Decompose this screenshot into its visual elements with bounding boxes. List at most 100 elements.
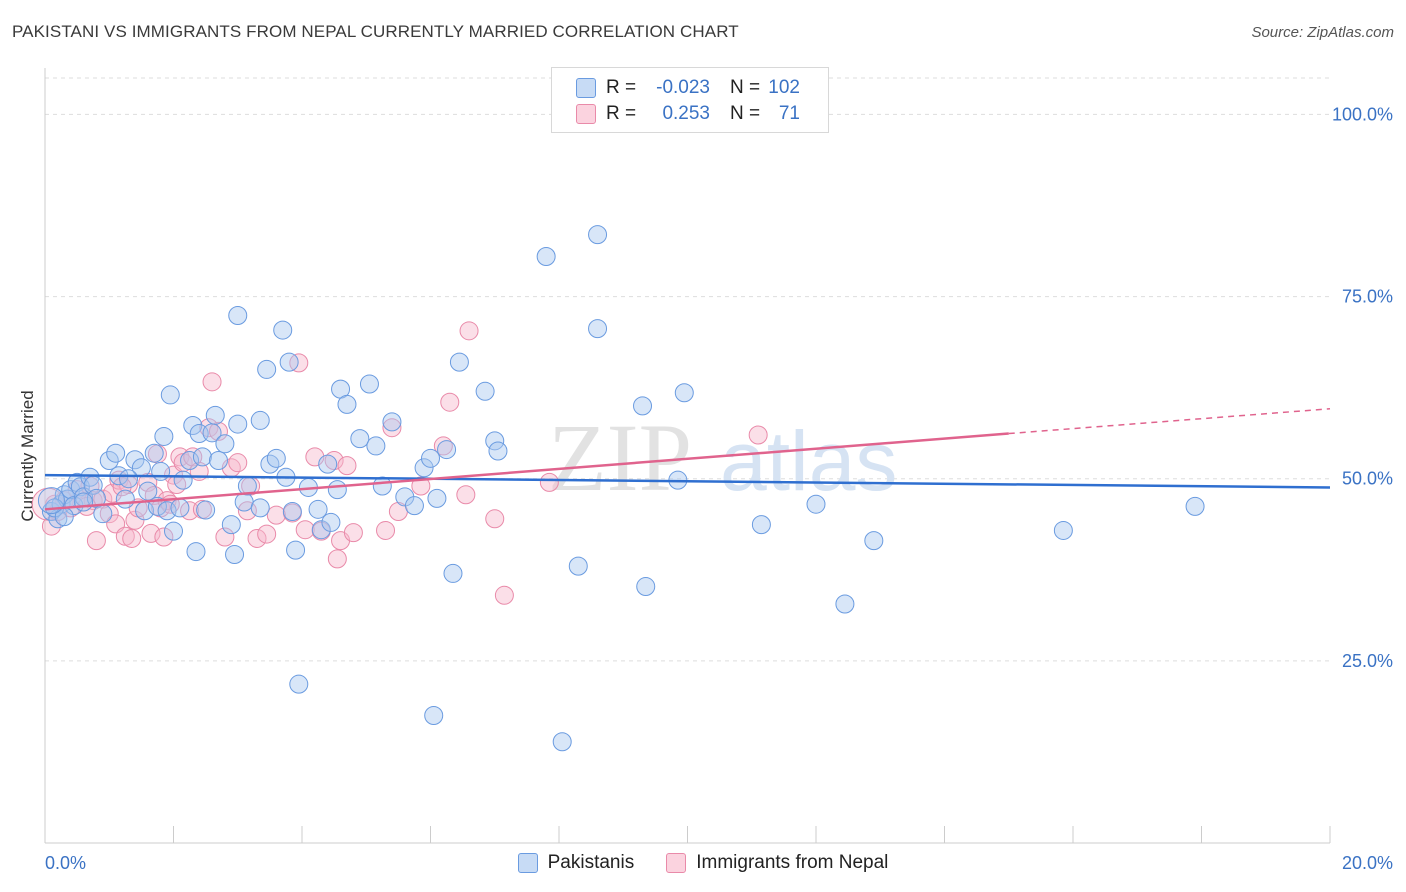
nepal-points <box>31 321 768 605</box>
data-point-nepal <box>289 353 309 373</box>
x-tick-label: 0.0% <box>45 853 86 873</box>
data-point-pakistani <box>192 447 212 467</box>
data-point-nepal <box>539 472 559 492</box>
data-point-pakistani <box>196 500 216 520</box>
data-point-pakistani <box>475 381 495 401</box>
y-tick-label: 25.0% <box>1342 651 1393 671</box>
data-point-pakistani <box>633 396 653 416</box>
trend-lines <box>44 408 1331 511</box>
data-point-pakistani <box>151 461 171 481</box>
data-point-pakistani <box>382 412 402 432</box>
data-point-pakistani <box>144 443 164 463</box>
data-point-nepal <box>199 418 219 438</box>
data-point-pakistani <box>308 499 328 519</box>
data-point-pakistani <box>160 385 180 405</box>
legend-n-label: N = <box>730 77 761 98</box>
data-point-pakistani <box>404 496 424 516</box>
data-point-nepal <box>748 425 768 445</box>
data-point-nepal <box>459 321 479 341</box>
series-legend: Pakistanis Immigrants from Nepal <box>0 852 1406 874</box>
legend-swatch-pink <box>666 853 687 873</box>
data-point-pakistani <box>221 515 241 535</box>
grid-lines <box>45 77 1330 662</box>
data-point-nepal <box>228 453 248 473</box>
chart-title: PAKISTANI VS IMMIGRANTS FROM NEPAL CURRE… <box>12 22 739 41</box>
y-tick-label: 75.0% <box>1342 287 1393 307</box>
data-point-nepal <box>343 523 363 543</box>
data-point-pakistani <box>366 436 386 456</box>
data-point-pakistani <box>173 470 193 490</box>
data-point-pakistani <box>636 577 656 597</box>
data-point-pakistani <box>337 394 357 414</box>
data-point-nepal <box>202 372 222 392</box>
stats-legend: R = -0.023 N = 102 R = 0.253 N = 71 <box>551 67 829 133</box>
data-point-pakistani <box>536 247 556 266</box>
data-point-nepal <box>247 528 267 548</box>
data-point-pakistani <box>424 706 444 725</box>
legend-r-label: R = <box>606 103 637 124</box>
data-point-pakistani <box>273 320 293 340</box>
data-point-nepal <box>433 436 453 456</box>
data-point-nepal <box>86 531 106 551</box>
data-point-pakistani <box>157 501 177 521</box>
data-point-nepal <box>215 527 235 547</box>
data-point-pakistani <box>266 448 286 468</box>
data-point-pakistani <box>372 476 392 496</box>
data-point-pakistani <box>99 451 119 470</box>
data-point-pakistani <box>835 594 855 614</box>
data-point-pakistani <box>488 441 508 461</box>
legend-r-label: R = <box>606 77 637 98</box>
trend-line-nepal <box>44 432 1009 511</box>
data-point-pakistani <box>437 440 457 460</box>
legend-label-pakistanis: Pakistanis <box>547 852 635 873</box>
data-point-pakistani <box>74 492 94 512</box>
legend-row-pakistanis: R = -0.023 N = 102 <box>576 76 800 100</box>
pakistani-points <box>37 225 1205 752</box>
data-point-pakistani <box>318 454 338 474</box>
data-point-pakistani <box>806 494 826 514</box>
watermark: ZIP atlas <box>548 404 897 511</box>
data-point-pakistani <box>443 563 463 583</box>
y-tick-label: 100.0% <box>1332 104 1393 124</box>
data-point-pakistani <box>427 488 447 508</box>
legend-item-pakistanis[interactable]: Pakistanis <box>517 852 635 874</box>
data-point-pakistani <box>568 556 588 576</box>
data-point-pakistani <box>674 383 694 403</box>
legend-swatch-blue <box>576 78 596 98</box>
data-point-nepal <box>440 392 460 412</box>
data-point-nepal <box>324 451 344 470</box>
legend-n-value: 71 <box>778 103 800 124</box>
data-point-pakistani <box>170 498 190 518</box>
data-point-pakistani <box>1185 496 1205 516</box>
legend-r-value: 0.253 <box>662 103 710 124</box>
legend-r-value: -0.023 <box>656 77 710 98</box>
data-point-pakistani <box>41 502 61 521</box>
data-point-nepal <box>456 485 476 505</box>
data-point-pakistani <box>186 542 206 562</box>
data-point-pakistani <box>154 426 174 446</box>
data-point-nepal <box>141 523 161 543</box>
data-point-nepal <box>494 585 514 605</box>
data-point-nepal <box>208 421 228 441</box>
data-point-pakistani <box>106 443 126 463</box>
data-point-pakistani <box>208 451 228 470</box>
data-point-pakistani <box>250 498 270 518</box>
legend-swatch-pink <box>576 104 596 124</box>
legend-row-nepal: R = 0.253 N = 71 <box>576 102 800 126</box>
data-point-pakistani <box>257 359 277 379</box>
tick-labels: 25.0% 50.0% 75.0% 100.0% 0.0% 20.0% <box>45 104 1393 873</box>
trend-line-pakistanis <box>44 473 1331 489</box>
data-point-pakistani <box>359 374 379 394</box>
trend-extension-nepal <box>1008 408 1331 435</box>
data-point-pakistani <box>119 469 139 489</box>
data-point-pakistani <box>864 531 884 551</box>
data-point-pakistani <box>1053 520 1073 540</box>
data-point-pakistani <box>485 431 505 451</box>
data-point-pakistani <box>180 451 200 470</box>
legend-item-nepal[interactable]: Immigrants from Nepal <box>666 852 888 874</box>
data-point-nepal <box>112 477 132 497</box>
data-point-nepal <box>257 524 277 544</box>
data-point-nepal <box>337 456 357 476</box>
data-point-nepal <box>485 509 505 529</box>
